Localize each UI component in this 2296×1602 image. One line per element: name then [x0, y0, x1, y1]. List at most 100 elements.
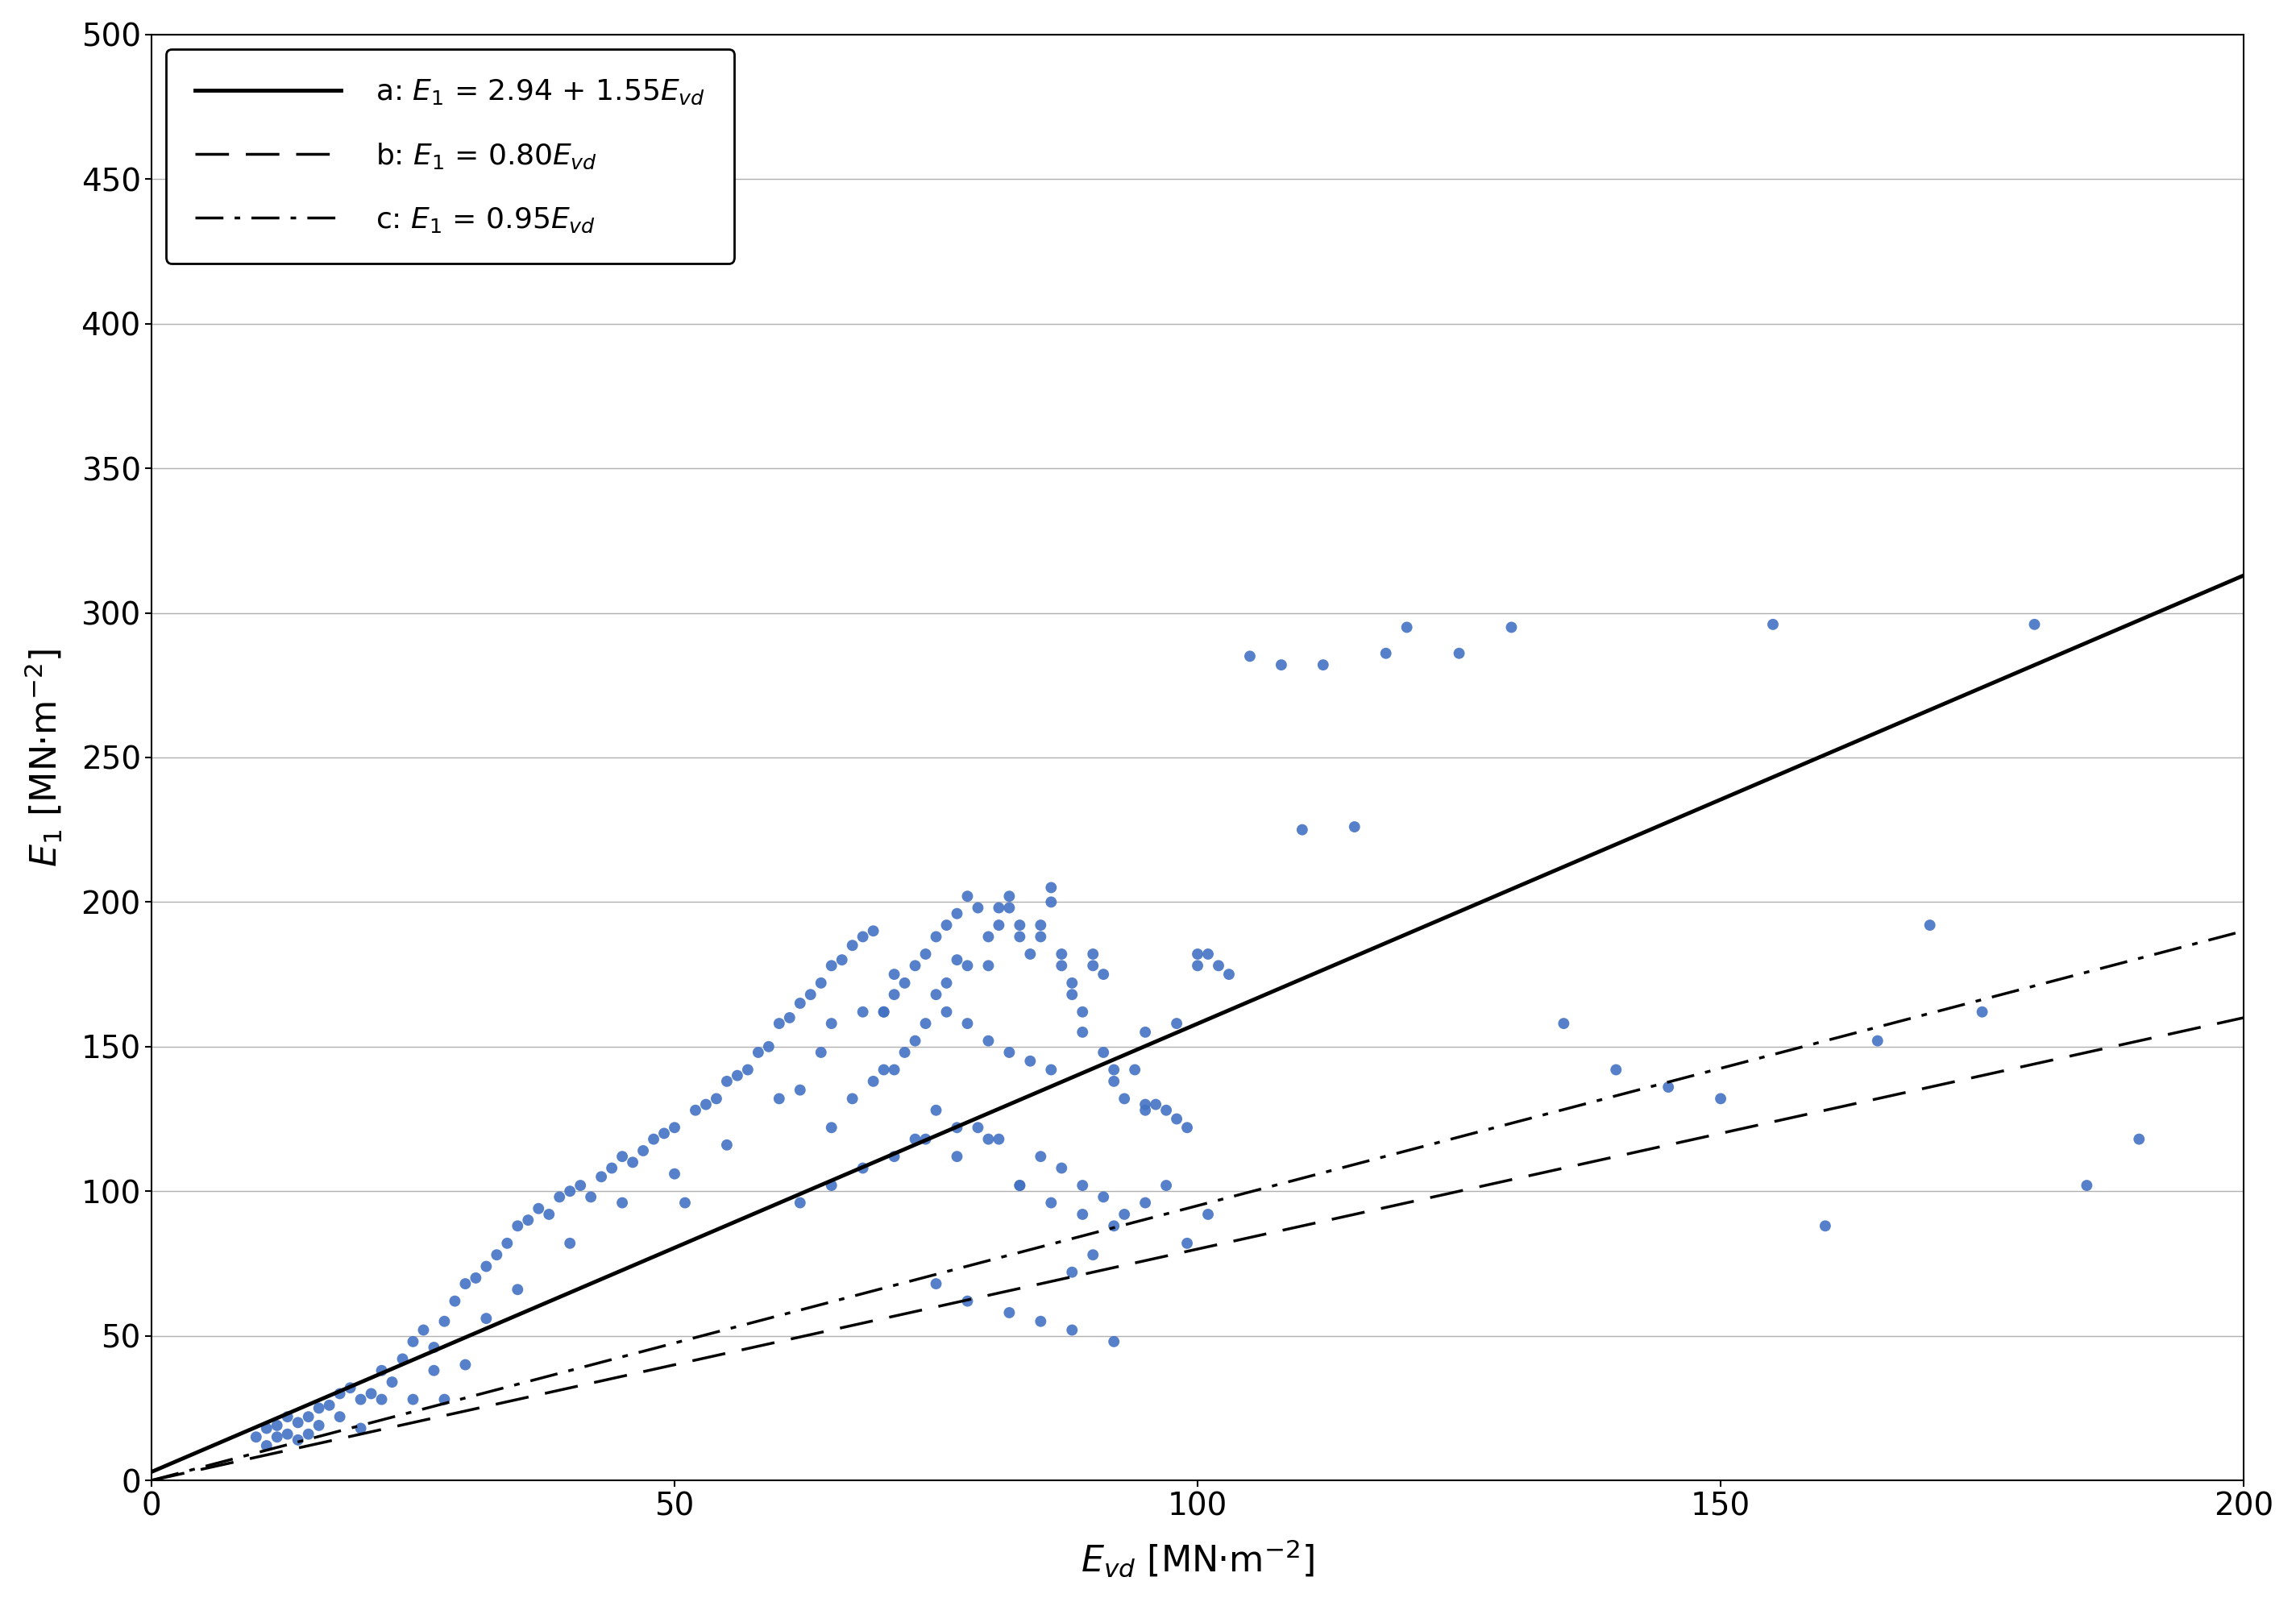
Point: [404, 1317, 441, 1342]
Point: [918, 1097, 955, 1123]
Point: [1116, 1057, 1153, 1083]
Point: [845, 924, 882, 950]
Point: [866, 1000, 902, 1025]
Point: [1001, 1173, 1038, 1198]
Point: [866, 1000, 902, 1025]
Point: [948, 1011, 985, 1036]
Point: [1127, 1097, 1164, 1123]
Point: [898, 1028, 934, 1054]
Point: [2069, 1173, 2105, 1198]
Point: [948, 1288, 985, 1314]
Point: [760, 1011, 797, 1036]
Point: [1180, 953, 1217, 979]
Point: [1389, 615, 1426, 641]
Point: [1054, 1317, 1091, 1342]
Point: [280, 1427, 317, 1453]
Point: [448, 1352, 484, 1378]
Point: [478, 1242, 514, 1267]
Point: [1169, 1115, 1205, 1141]
Point: [1001, 913, 1038, 939]
Point: [416, 1334, 452, 1360]
Point: [992, 1299, 1029, 1325]
Point: [854, 1069, 891, 1094]
Point: [813, 1011, 850, 1036]
Point: [333, 1375, 370, 1400]
Point: [321, 1403, 358, 1429]
Point: [1095, 1069, 1132, 1094]
Point: [1086, 1184, 1123, 1210]
Point: [813, 1173, 850, 1198]
Point: [427, 1387, 464, 1413]
Point: [468, 1306, 505, 1331]
Point: [918, 1270, 955, 1296]
Point: [657, 1161, 693, 1187]
Point: [804, 971, 840, 996]
Point: [907, 942, 944, 968]
Point: [1033, 875, 1070, 900]
Point: [289, 1403, 326, 1429]
Point: [980, 1126, 1017, 1152]
Point: [907, 1126, 944, 1152]
Point: [969, 1126, 1006, 1152]
Point: [1075, 1242, 1111, 1267]
Point: [1033, 1190, 1070, 1216]
Point: [1063, 1019, 1100, 1045]
Point: [709, 1133, 746, 1158]
Point: [383, 1346, 420, 1371]
Point: [771, 1004, 808, 1030]
Point: [374, 1370, 411, 1395]
Point: [1095, 1213, 1132, 1238]
Point: [845, 1155, 882, 1181]
Point: [875, 1144, 912, 1169]
Point: [615, 1150, 652, 1176]
Point: [1022, 1309, 1058, 1334]
Point: [1054, 971, 1091, 996]
Point: [969, 1028, 1006, 1054]
Point: [960, 896, 996, 921]
Point: [342, 1416, 379, 1442]
Point: [1157, 1011, 1194, 1036]
Point: [1107, 1086, 1143, 1112]
Point: [1598, 1057, 1635, 1083]
Point: [813, 1115, 850, 1141]
Point: [918, 924, 955, 950]
Point: [980, 913, 1017, 939]
Point: [1127, 1190, 1164, 1216]
Point: [604, 1144, 641, 1169]
Point: [813, 953, 850, 979]
Point: [269, 1403, 305, 1429]
Point: [457, 1266, 494, 1291]
Point: [363, 1357, 400, 1383]
Point: [468, 1254, 505, 1280]
Point: [886, 971, 923, 996]
Point: [804, 1040, 840, 1065]
Point: [321, 1381, 358, 1407]
Point: [1042, 1155, 1079, 1181]
Point: [751, 1033, 788, 1059]
Point: [551, 1179, 588, 1205]
Point: [1054, 1259, 1091, 1285]
Point: [1754, 612, 1791, 638]
Point: [939, 900, 976, 926]
Point: [563, 1173, 599, 1198]
Point: [1013, 942, 1049, 968]
Point: [1201, 953, 1238, 979]
Point: [1075, 942, 1111, 968]
Point: [239, 1424, 276, 1450]
Point: [1807, 1213, 1844, 1238]
Point: [1022, 1144, 1058, 1169]
Point: [866, 1057, 902, 1083]
Point: [1075, 953, 1111, 979]
Point: [354, 1381, 390, 1407]
Point: [1063, 1000, 1100, 1025]
Point: [259, 1424, 296, 1450]
Point: [1022, 913, 1058, 939]
Point: [980, 896, 1017, 921]
Point: [1651, 1075, 1688, 1101]
Point: [1086, 1040, 1123, 1065]
Point: [698, 1086, 735, 1112]
Point: [1086, 961, 1123, 987]
Point: [833, 1086, 870, 1112]
Point: [992, 883, 1029, 908]
Point: [928, 971, 964, 996]
